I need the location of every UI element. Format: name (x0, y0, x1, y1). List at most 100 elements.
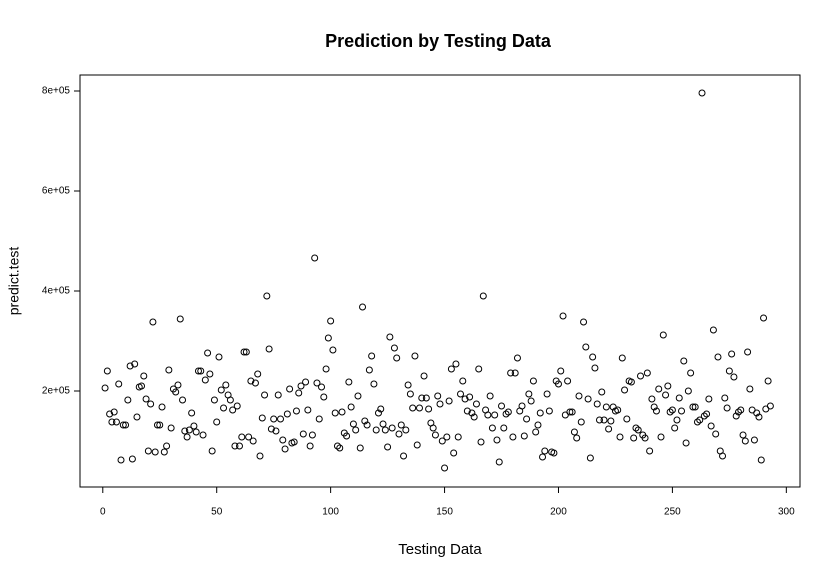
point (746, 385, 754, 393)
point (598, 388, 606, 396)
y-tick-label: 2e+05 (42, 386, 71, 397)
point (397, 421, 405, 429)
point (627, 378, 635, 386)
point (256, 452, 264, 460)
point (251, 379, 259, 387)
point (386, 333, 394, 341)
x-tick-label: 0 (100, 507, 106, 518)
point (705, 395, 713, 403)
point (459, 377, 467, 385)
point (589, 353, 597, 361)
point (163, 442, 171, 450)
point (384, 443, 392, 451)
point (737, 406, 745, 414)
point (557, 367, 565, 375)
point (279, 436, 287, 444)
point (755, 413, 763, 421)
point (327, 317, 335, 325)
point (347, 403, 355, 411)
point (240, 348, 248, 356)
point (112, 418, 120, 426)
point (208, 447, 216, 455)
point (696, 416, 704, 424)
point (607, 417, 615, 425)
point (600, 416, 608, 424)
point (666, 408, 674, 416)
point (493, 436, 501, 444)
point (534, 421, 542, 429)
point (395, 430, 403, 438)
point (582, 343, 590, 351)
point (222, 381, 230, 389)
point (511, 369, 519, 377)
point (138, 382, 146, 390)
point (687, 369, 695, 377)
point (757, 456, 765, 464)
point (580, 318, 588, 326)
point (652, 407, 660, 415)
point (728, 350, 736, 358)
point (602, 403, 610, 411)
point (648, 395, 656, 403)
point (659, 331, 667, 339)
point (390, 344, 398, 352)
point (586, 454, 594, 462)
point (536, 409, 544, 417)
point (475, 365, 483, 373)
point (124, 396, 132, 404)
point (110, 408, 118, 416)
point (199, 431, 207, 439)
point (541, 447, 549, 455)
point (554, 380, 562, 388)
point (739, 431, 747, 439)
point (194, 367, 202, 375)
point (374, 409, 382, 417)
point (265, 345, 273, 353)
point (409, 404, 417, 412)
point (329, 346, 337, 354)
point (404, 381, 412, 389)
point (153, 421, 161, 429)
point (712, 430, 720, 438)
point (520, 432, 528, 440)
point (741, 437, 749, 445)
point (732, 412, 740, 420)
point (101, 384, 109, 392)
point (356, 444, 364, 452)
point (254, 370, 262, 378)
point (281, 445, 289, 453)
point (352, 426, 360, 434)
point (413, 441, 421, 449)
point (532, 428, 540, 436)
point (359, 303, 367, 311)
point (151, 448, 159, 456)
point (662, 391, 670, 399)
point (313, 379, 321, 387)
x-tick-label: 200 (550, 507, 567, 518)
point (249, 437, 257, 445)
point (502, 410, 510, 418)
y-tick-label: 4e+05 (42, 286, 71, 297)
point (349, 420, 357, 428)
point (213, 418, 221, 426)
point (304, 406, 312, 414)
point (238, 433, 246, 441)
point (564, 377, 572, 385)
point (707, 422, 715, 430)
point (436, 400, 444, 408)
point (725, 367, 733, 375)
point (723, 404, 731, 412)
point (559, 312, 567, 320)
point (119, 421, 127, 429)
point (646, 447, 654, 455)
point (479, 292, 487, 300)
point (689, 403, 697, 411)
point (693, 418, 701, 426)
point (336, 444, 344, 452)
point (593, 400, 601, 408)
point (637, 372, 645, 380)
point (128, 455, 136, 463)
y-tick-label: 6e+05 (42, 186, 71, 197)
point (431, 431, 439, 439)
